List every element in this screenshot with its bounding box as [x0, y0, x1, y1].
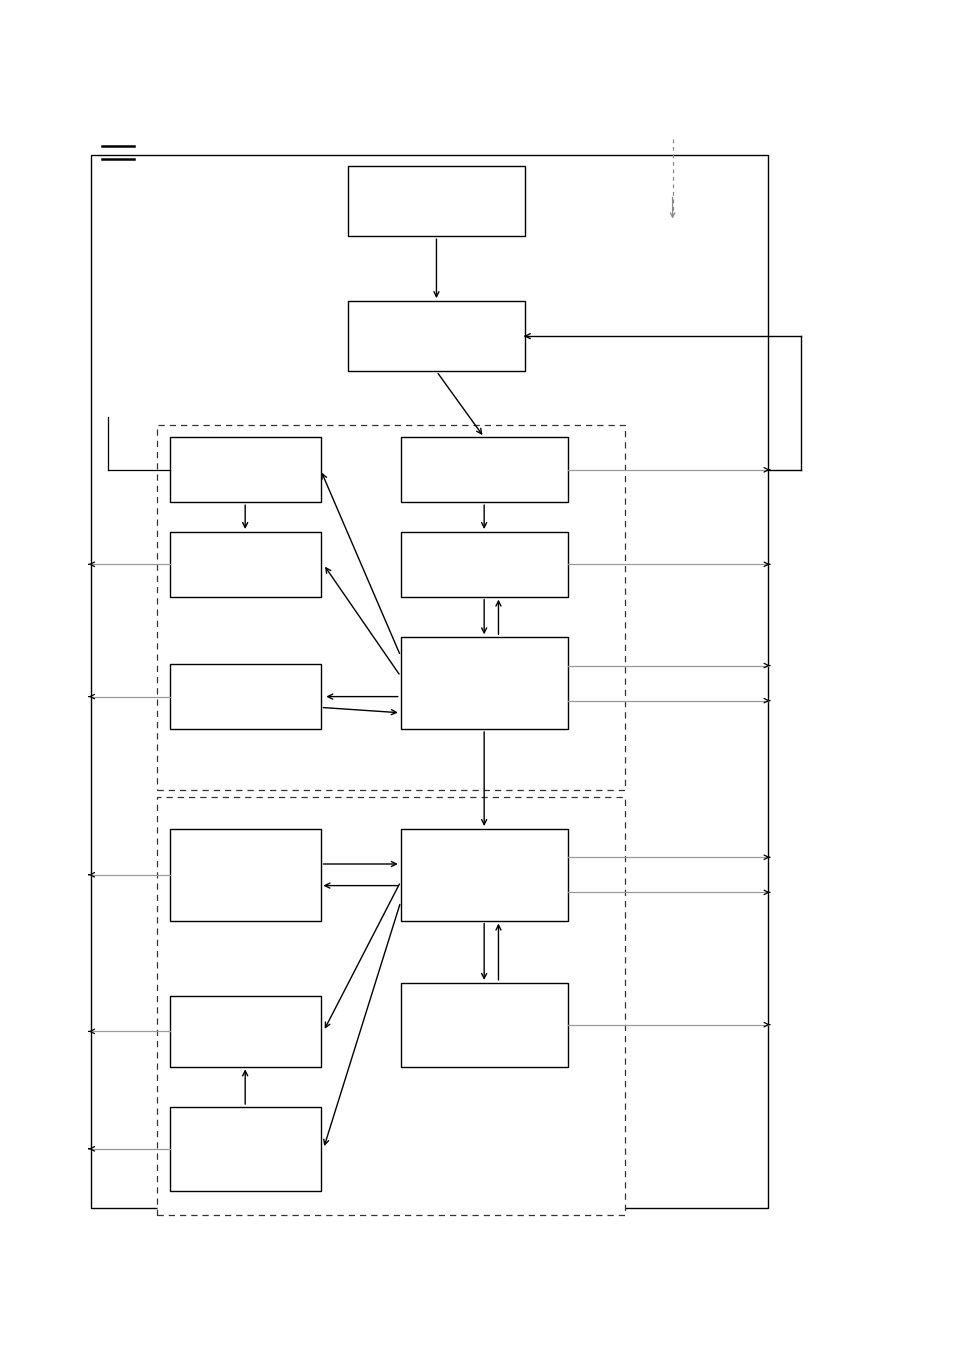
Bar: [170, 1107, 320, 1191]
Bar: [400, 532, 567, 597]
Bar: [400, 637, 567, 729]
Bar: [157, 425, 624, 790]
Bar: [400, 983, 567, 1066]
Bar: [170, 664, 320, 729]
Bar: [157, 796, 624, 1215]
Bar: [170, 437, 320, 502]
Bar: [170, 996, 320, 1066]
Bar: [348, 301, 524, 371]
Bar: [400, 437, 567, 502]
Bar: [400, 829, 567, 921]
Bar: [170, 829, 320, 921]
Bar: [170, 532, 320, 597]
Bar: [91, 155, 767, 1208]
Bar: [348, 166, 524, 236]
